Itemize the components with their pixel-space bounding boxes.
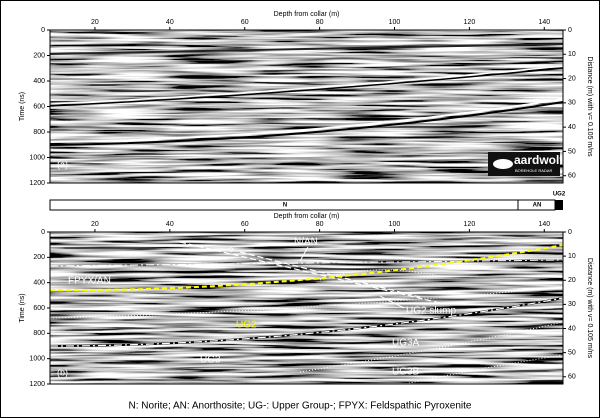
y2-tick-label: 50 bbox=[568, 148, 576, 155]
y-tick-label: 200 bbox=[33, 254, 45, 261]
y2-tick-label: 20 bbox=[568, 75, 576, 82]
y-tick-label: 0 bbox=[41, 27, 45, 34]
y-tick-label: 200 bbox=[33, 52, 45, 59]
annotations: ? N/AN UG2 slump UG2 FPYX/AN UG3 UG3A UG… bbox=[68, 237, 456, 378]
y-tick-label: 0 bbox=[41, 229, 45, 236]
x-tick-label: 100 bbox=[389, 19, 401, 26]
y-tick-label: 400 bbox=[33, 78, 45, 85]
y-tick-label: 1000 bbox=[29, 154, 45, 161]
y2-tick-label: 60 bbox=[568, 374, 576, 381]
y2-tick-label: 0 bbox=[568, 27, 572, 34]
x-tick-label: 20 bbox=[91, 221, 99, 228]
annotation: FPYX/AN bbox=[68, 276, 111, 287]
reflectors bbox=[49, 43, 564, 146]
y2-tick-label: 0 bbox=[568, 229, 572, 236]
y-axis-label: Time (ns) bbox=[19, 293, 26, 322]
panel-label: (a) bbox=[57, 159, 68, 169]
annotation: UG2 bbox=[236, 320, 257, 331]
x-tick-label: 140 bbox=[538, 19, 550, 26]
x-tick-label: 120 bbox=[464, 19, 476, 26]
x-tick-label: 40 bbox=[166, 221, 174, 228]
x-tick-label: 140 bbox=[538, 221, 550, 228]
unit-label: UG2 bbox=[553, 192, 566, 198]
y2-tick-label: 30 bbox=[568, 301, 576, 308]
y2-axis-label: Distance (m) with v= 0.105 m/ns bbox=[586, 56, 593, 157]
annotation: UG3B bbox=[392, 367, 420, 378]
x-tick-label: 100 bbox=[389, 221, 401, 228]
y-tick-label: 600 bbox=[33, 103, 45, 110]
y2-tick-label: 60 bbox=[568, 173, 576, 180]
y-tick-label: 400 bbox=[33, 280, 45, 287]
x-tick-label: 60 bbox=[241, 19, 249, 26]
y2-tick-label: 10 bbox=[568, 51, 576, 58]
lithology-strip: N AN UG2 bbox=[49, 192, 566, 211]
x-tick-label: 60 bbox=[241, 221, 249, 228]
annotation: UG2 slump bbox=[406, 306, 456, 317]
y-axis-label: Time (ns) bbox=[19, 92, 26, 121]
annotation: N/AN bbox=[294, 237, 318, 248]
y2-tick-label: 20 bbox=[568, 277, 576, 284]
x-axis-label: Depth from collar (m) bbox=[274, 213, 340, 220]
x-tick-label: 120 bbox=[464, 221, 476, 228]
logo: aardwolf BOREHOLE RADAR bbox=[488, 152, 564, 176]
y-tick-label: 1000 bbox=[29, 356, 45, 363]
y-tick-label: 800 bbox=[33, 129, 45, 136]
panel-label: (b) bbox=[57, 367, 68, 377]
y2-tick-label: 10 bbox=[568, 253, 576, 260]
y2-tick-label: 50 bbox=[568, 349, 576, 356]
y2-tick-label: 40 bbox=[568, 124, 576, 131]
x-tick-label: 20 bbox=[91, 19, 99, 26]
unit-label: N bbox=[283, 203, 287, 209]
y2-tick-label: 40 bbox=[568, 325, 576, 332]
y2-axis-label: Distance (m) with v= 0.105 m/ns bbox=[586, 258, 593, 359]
caption: N: Norite; AN: Anorthosite; UG-: Upper G… bbox=[129, 401, 472, 412]
y-tick-label: 1200 bbox=[29, 381, 45, 388]
x-tick-label: 80 bbox=[316, 19, 324, 26]
radar-image bbox=[50, 232, 563, 384]
x-axis-label: Depth from collar (m) bbox=[274, 11, 340, 18]
x-tick-label: 80 bbox=[316, 221, 324, 228]
y-tick-label: 1200 bbox=[29, 180, 45, 187]
annotation: ? bbox=[228, 247, 234, 258]
unit-label: AN bbox=[533, 203, 542, 209]
y-tick-label: 800 bbox=[33, 330, 45, 337]
logo-name: aardwolf bbox=[514, 153, 564, 167]
radar-image bbox=[50, 30, 563, 183]
y-tick-label: 600 bbox=[33, 305, 45, 312]
y2-tick-label: 30 bbox=[568, 100, 576, 107]
annotation: UG3A bbox=[392, 338, 420, 349]
x-tick-label: 40 bbox=[166, 19, 174, 26]
interpretation-lines bbox=[49, 241, 564, 386]
annotation: UG3 bbox=[200, 355, 221, 366]
logo-tagline: BOREHOLE RADAR bbox=[515, 168, 552, 173]
